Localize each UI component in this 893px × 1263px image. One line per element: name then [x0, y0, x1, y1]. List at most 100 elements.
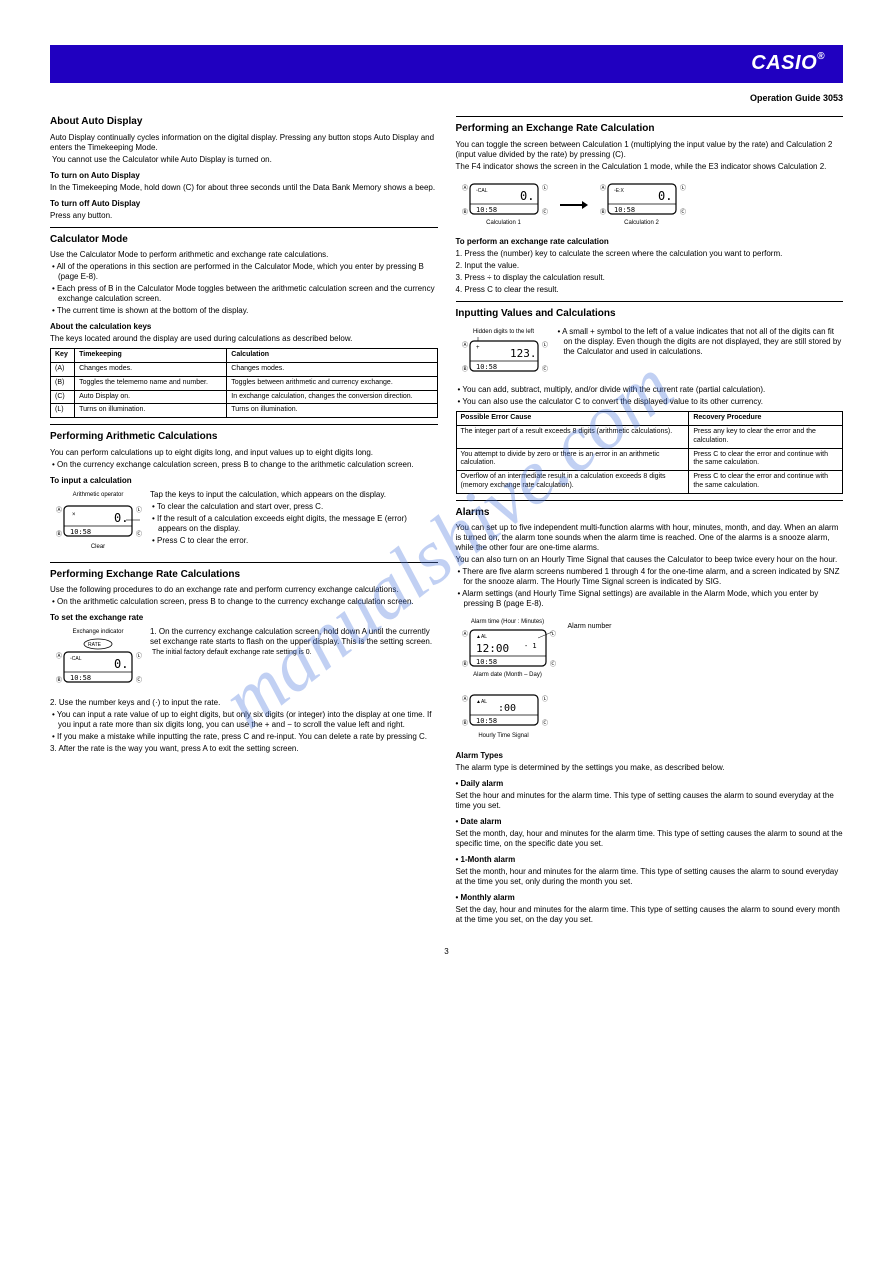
- page-number: 3: [50, 947, 843, 957]
- heading-calc-mode: Calculator Mode: [50, 234, 438, 247]
- svg-text:Ⓛ: Ⓛ: [542, 341, 548, 349]
- para: Tap the keys to input the calculation, w…: [150, 490, 438, 500]
- svg-text:Ⓒ: Ⓒ: [542, 719, 548, 727]
- para: • If the result of a calculation exceeds…: [150, 514, 438, 534]
- svg-text:Ⓒ: Ⓒ: [542, 208, 548, 216]
- svg-text:Ⓑ: Ⓑ: [600, 208, 606, 216]
- lcd-exchange-icon: Exchange indicator RATE ▫CAL 0. 10:58 Ⓐ …: [52, 629, 144, 692]
- svg-text:Ⓑ: Ⓑ: [462, 208, 468, 216]
- divider: [456, 116, 844, 117]
- svg-text:Ⓛ: Ⓛ: [550, 630, 556, 638]
- svg-text:+: +: [476, 345, 480, 351]
- para: Set the month, day, hour and minutes for…: [456, 829, 844, 849]
- para: The keys located around the display are …: [50, 334, 438, 344]
- svg-text:Ⓑ: Ⓑ: [56, 530, 62, 538]
- guide-title: Operation Guide 3053: [50, 93, 843, 104]
- svg-text:Ⓒ: Ⓒ: [680, 208, 686, 216]
- step: 1. On the currency exchange calculation …: [150, 627, 438, 647]
- para: • You can also use the calculator C to c…: [456, 397, 844, 407]
- svg-text:10:58: 10:58: [614, 206, 635, 214]
- svg-text:Ⓛ: Ⓛ: [680, 184, 686, 192]
- divider: [50, 424, 438, 425]
- heading-arith: Performing Arithmetic Calculations: [50, 431, 438, 444]
- lcd-caption: Calculation 1: [458, 220, 550, 228]
- svg-text:0.: 0.: [114, 511, 128, 525]
- svg-text:12:00: 12:00: [476, 642, 509, 655]
- lcd-arith-row: Arithmetic operator × 0. 10:58 Ⓐ Ⓑ Ⓛ Ⓒ C…: [50, 488, 438, 556]
- para: • All of the operations in this section …: [50, 262, 438, 282]
- subhead: To input a calculation: [50, 476, 438, 486]
- svg-text:×: ×: [72, 512, 76, 518]
- divider: [456, 301, 844, 302]
- para: The initial factory default exchange rat…: [150, 649, 438, 658]
- lcd-caption-side: Clear: [52, 544, 144, 552]
- step: 4. Press C to clear the result.: [456, 285, 844, 295]
- banner: CASIO®: [50, 45, 843, 83]
- svg-text:123.: 123.: [510, 347, 537, 360]
- svg-text:Ⓛ: Ⓛ: [136, 506, 142, 514]
- divider: [50, 562, 438, 563]
- svg-text:▫E:X: ▫E:X: [614, 188, 624, 194]
- heading-perform-exchange: Performing an Exchange Rate Calculation: [456, 123, 844, 136]
- svg-text:▲AL: ▲AL: [476, 699, 487, 705]
- svg-text:10:58: 10:58: [476, 206, 497, 214]
- para: • There are five alarm screens numbered …: [456, 567, 844, 587]
- para: Set the day, hour and minutes for the al…: [456, 905, 844, 925]
- alarm-type: • Date alarm: [456, 817, 844, 827]
- lcd-caption: Calculation 2: [596, 220, 688, 228]
- lcd-caption: Hourly Time Signal: [458, 733, 550, 741]
- svg-text:Ⓛ: Ⓛ: [542, 695, 548, 703]
- lcd-caption: Exchange indicator: [52, 629, 144, 637]
- svg-text:Ⓒ: Ⓒ: [136, 676, 142, 684]
- para: • You can input a rate value of up to ei…: [50, 710, 438, 730]
- para: • A small + symbol to the left of a valu…: [556, 327, 844, 357]
- step: 2. Input the value.: [456, 261, 844, 271]
- svg-text:10:58: 10:58: [476, 717, 497, 725]
- subhead: About the calculation keys: [50, 322, 438, 332]
- right-column: Performing an Exchange Rate Calculation …: [456, 110, 844, 926]
- svg-text:0.: 0.: [520, 189, 534, 203]
- para: • If you make a mistake while inputting …: [50, 732, 438, 742]
- subhead: Alarm Types: [456, 751, 844, 761]
- page-root: CASIO® Operation Guide 3053 manualshive.…: [0, 0, 893, 987]
- th: Key: [51, 349, 75, 363]
- divider: [456, 500, 844, 501]
- svg-text:Ⓐ: Ⓐ: [56, 506, 62, 514]
- svg-text:Ⓒ: Ⓒ: [136, 530, 142, 538]
- para: Use the following procedures to do an ex…: [50, 585, 438, 595]
- divider: [50, 227, 438, 228]
- para: In the Timekeeping Mode, hold down (C) f…: [50, 183, 438, 193]
- svg-text:Ⓛ: Ⓛ: [136, 652, 142, 660]
- heading-auto-display: About Auto Display: [50, 116, 438, 129]
- brand-logo: CASIO®: [751, 51, 825, 76]
- svg-text:- 1: - 1: [524, 642, 537, 650]
- para: The F4 indicator shows the screen in the…: [456, 162, 844, 172]
- para: Auto Display continually cycles informat…: [50, 133, 438, 153]
- svg-text:Ⓒ: Ⓒ: [550, 660, 556, 668]
- lcd-caption: Hidden digits to the left: [458, 329, 550, 337]
- subhead: To turn off Auto Display: [50, 199, 438, 209]
- content-columns: About Auto Display Auto Display continua…: [50, 110, 843, 926]
- svg-text:Ⓑ: Ⓑ: [56, 676, 62, 684]
- heading-exchange: Performing Exchange Rate Calculations: [50, 569, 438, 582]
- svg-text:0.: 0.: [114, 657, 128, 671]
- para: • On the currency exchange calculation s…: [50, 460, 438, 470]
- svg-text:▫CAL: ▫CAL: [476, 188, 488, 194]
- subhead: To set the exchange rate: [50, 613, 438, 623]
- th: Possible Error Cause: [456, 412, 689, 426]
- svg-text:Ⓒ: Ⓒ: [542, 365, 548, 373]
- alarm-type: • Daily alarm: [456, 779, 844, 789]
- svg-text:Ⓐ: Ⓐ: [462, 341, 468, 349]
- svg-text:10:58: 10:58: [70, 528, 91, 536]
- lcd-alarm-icon: Alarm time (Hour : Minutes) ▲AL 12:00 - …: [458, 619, 558, 679]
- step: 3. Press ÷ to display the calculation re…: [456, 273, 844, 283]
- subhead: To turn on Auto Display: [50, 171, 438, 181]
- step: 3. After the rate is the way you want, p…: [50, 744, 438, 754]
- lcd-calc-pair: ▫CAL 0. 10:58 ⒶⒷ ⓁⒸ Calculation 1: [456, 178, 844, 232]
- alarm-type: • Monthly alarm: [456, 893, 844, 903]
- th: Calculation: [227, 349, 437, 363]
- heading-inputting: Inputting Values and Calculations: [456, 308, 844, 321]
- para: Set the hour and minutes for the alarm t…: [456, 791, 844, 811]
- lcd-exchange-row: Exchange indicator RATE ▫CAL 0. 10:58 Ⓐ …: [50, 625, 438, 696]
- para: Use the Calculator Mode to perform arith…: [50, 250, 438, 260]
